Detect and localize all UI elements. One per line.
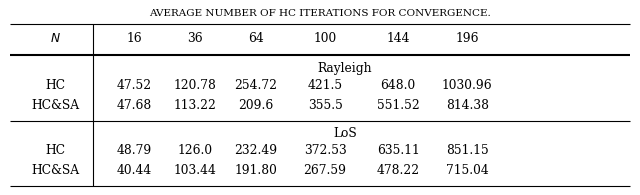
Text: 103.44: 103.44 xyxy=(174,164,216,177)
Text: 120.78: 120.78 xyxy=(174,79,216,92)
Text: 191.80: 191.80 xyxy=(235,164,277,177)
Text: 16: 16 xyxy=(127,33,142,45)
Text: 232.49: 232.49 xyxy=(234,144,278,157)
Text: 267.59: 267.59 xyxy=(303,164,347,177)
Text: HC: HC xyxy=(45,79,65,92)
Text: 196: 196 xyxy=(456,33,479,45)
Text: HC&SA: HC&SA xyxy=(31,99,79,112)
Text: 100: 100 xyxy=(314,33,337,45)
Text: AVERAGE NUMBER OF HC ITERATIONS FOR CONVERGENCE.: AVERAGE NUMBER OF HC ITERATIONS FOR CONV… xyxy=(149,9,491,18)
Text: 814.38: 814.38 xyxy=(445,99,489,112)
Text: 209.6: 209.6 xyxy=(238,99,274,112)
Text: 421.5: 421.5 xyxy=(308,79,342,92)
Text: 36: 36 xyxy=(188,33,203,45)
Text: 715.04: 715.04 xyxy=(446,164,488,177)
Text: 478.22: 478.22 xyxy=(376,164,420,177)
Text: 126.0: 126.0 xyxy=(178,144,212,157)
Text: 355.5: 355.5 xyxy=(308,99,342,112)
Text: LoS: LoS xyxy=(333,127,357,140)
Text: 254.72: 254.72 xyxy=(234,79,278,92)
Text: 40.44: 40.44 xyxy=(116,164,152,177)
Text: HC&SA: HC&SA xyxy=(31,164,79,177)
Text: 1030.96: 1030.96 xyxy=(442,79,493,92)
Text: 113.22: 113.22 xyxy=(174,99,216,112)
Text: 372.53: 372.53 xyxy=(304,144,346,157)
Text: 48.79: 48.79 xyxy=(116,144,152,157)
Text: 64: 64 xyxy=(248,33,264,45)
Text: 648.0: 648.0 xyxy=(380,79,416,92)
Text: 47.52: 47.52 xyxy=(117,79,152,92)
Text: 47.68: 47.68 xyxy=(116,99,152,112)
Text: 551.52: 551.52 xyxy=(377,99,419,112)
Text: 635.11: 635.11 xyxy=(377,144,419,157)
Text: Rayleigh: Rayleigh xyxy=(317,62,372,75)
Text: 851.15: 851.15 xyxy=(446,144,488,157)
Text: HC: HC xyxy=(45,144,65,157)
Text: 144: 144 xyxy=(387,33,410,45)
Text: $N$: $N$ xyxy=(50,33,60,45)
